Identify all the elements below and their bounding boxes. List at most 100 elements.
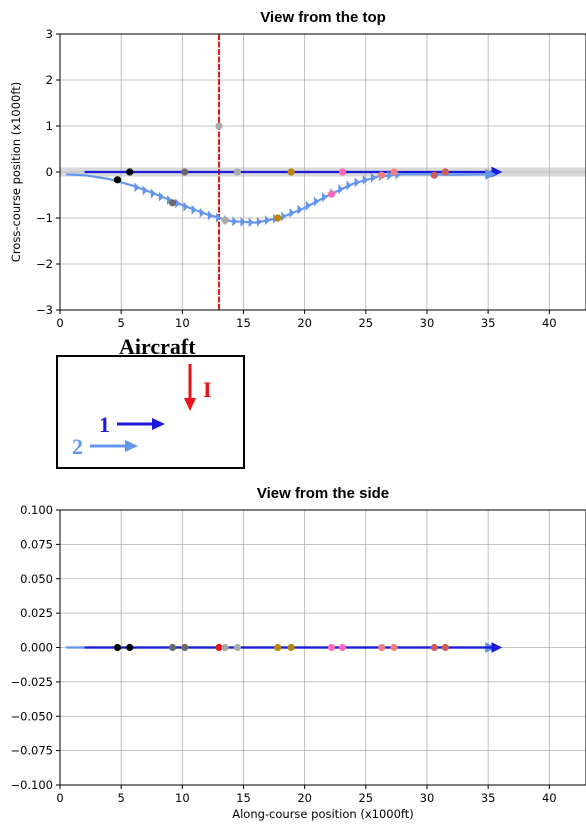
top-x-tick-label: 30 bbox=[420, 316, 435, 330]
top-series-2-chevron bbox=[264, 215, 270, 226]
top-series-2-chevron bbox=[232, 216, 238, 227]
side-marker bbox=[233, 643, 241, 652]
legend-arrowhead-I-icon bbox=[184, 398, 196, 411]
top-series-2-chevron bbox=[281, 211, 287, 222]
side-x-tick-label: 15 bbox=[236, 791, 251, 805]
top-series-2-chevron bbox=[313, 196, 319, 207]
top-series-2-chevron bbox=[199, 207, 205, 218]
top-series-2-chevron bbox=[142, 185, 148, 196]
side-y-tick-label: 0.000 bbox=[20, 641, 53, 655]
top-series-2-chevron bbox=[256, 216, 262, 227]
top-series-2-chevron bbox=[338, 184, 344, 195]
top-marker bbox=[113, 176, 122, 184]
side-y-tick-label: −0.050 bbox=[10, 709, 53, 723]
top-marker bbox=[274, 214, 282, 222]
top-series-2-chevron bbox=[134, 182, 140, 193]
top-y-tick-label: 1 bbox=[46, 119, 53, 133]
top-y-tick-label: −2 bbox=[36, 257, 53, 271]
side-y-tick-label: 0.075 bbox=[20, 537, 53, 551]
top-marker bbox=[441, 168, 449, 176]
top-marker bbox=[181, 168, 189, 176]
side-marker bbox=[338, 643, 347, 652]
top-series-2-chevron bbox=[354, 177, 360, 188]
side-y-tick-label: −0.075 bbox=[10, 744, 53, 758]
top-marker bbox=[390, 168, 398, 176]
legend-label-I: I bbox=[203, 377, 212, 402]
side-x-tick-label: 10 bbox=[175, 791, 190, 805]
legend-entry-I: I bbox=[184, 364, 212, 411]
side-x-tick-label: 0 bbox=[56, 791, 63, 805]
top-series-2-chevron bbox=[370, 172, 376, 183]
side-marker bbox=[441, 643, 449, 652]
top-y-axis-label: Cross-course position (x1000ft) bbox=[9, 82, 23, 262]
top-marker bbox=[126, 168, 134, 176]
top-series-2-chevron bbox=[387, 170, 393, 181]
top-marker bbox=[378, 171, 386, 179]
side-x-axis-label: Along-course position (x1000ft) bbox=[232, 807, 414, 821]
top-x-tick-label: 15 bbox=[236, 316, 251, 330]
top-x-tick-label: 25 bbox=[358, 316, 373, 330]
legend-title: Aircraft bbox=[119, 334, 196, 359]
side-y-tick-label: 0.100 bbox=[20, 503, 53, 517]
side-marker bbox=[390, 643, 398, 652]
top-x-tick-label: 40 bbox=[542, 316, 557, 330]
top-series-2-chevron bbox=[158, 191, 164, 202]
top-series-2-chevron bbox=[167, 195, 173, 206]
side-marker bbox=[221, 643, 229, 652]
side-marker bbox=[287, 643, 295, 652]
top-marker bbox=[233, 168, 241, 176]
top-marker bbox=[287, 168, 295, 176]
top-series-2-chevron bbox=[248, 217, 254, 228]
side-marker bbox=[378, 643, 386, 652]
legend-entry-2: 2 bbox=[72, 434, 138, 459]
top-y-tick-label: 2 bbox=[46, 73, 53, 87]
top-y-tick-label: −1 bbox=[36, 211, 53, 225]
top-x-tick-label: 5 bbox=[117, 316, 124, 330]
legend-entry-1: 1 bbox=[99, 412, 165, 437]
side-chart-title: View from the side bbox=[257, 485, 389, 502]
side-y-tick-label: −0.100 bbox=[10, 778, 53, 792]
top-series-2-chevron bbox=[191, 204, 197, 215]
top-marker bbox=[215, 122, 223, 130]
top-series-2-chevron bbox=[322, 192, 328, 203]
aircraft-legend: Aircraft I 1 2 bbox=[56, 334, 245, 469]
side-plot-frame bbox=[59, 509, 586, 786]
legend-box bbox=[56, 355, 245, 469]
top-x-tick-label: 0 bbox=[56, 316, 63, 330]
top-series-2-chevron bbox=[216, 212, 222, 223]
side-y-tick-label: 0.025 bbox=[20, 606, 53, 620]
top-series-2-chevron bbox=[346, 180, 352, 191]
side-marker bbox=[181, 643, 189, 652]
legend-label-2: 2 bbox=[72, 434, 83, 459]
top-series-2-chevron bbox=[362, 175, 368, 186]
top-y-tick-label: −3 bbox=[36, 303, 53, 317]
top-view-chart: View from the top 0 5 10 15 20 25 30 35 40 −3 −2 −1 0… bbox=[9, 9, 586, 330]
side-marker bbox=[215, 643, 223, 652]
top-series-2-chevron bbox=[305, 200, 311, 211]
legend-label-1: 1 bbox=[99, 412, 110, 437]
side-y-tick-label: 0.050 bbox=[20, 572, 53, 586]
side-marker bbox=[430, 643, 438, 652]
top-series-2-chevron bbox=[183, 201, 189, 212]
top-marker bbox=[327, 190, 336, 198]
top-marker bbox=[221, 216, 229, 224]
top-marker bbox=[430, 171, 438, 179]
legend-arrowhead-1-icon bbox=[152, 418, 165, 430]
top-series-2-chevron bbox=[207, 210, 213, 221]
top-series-2-chevron bbox=[297, 204, 303, 215]
top-marker bbox=[168, 199, 177, 207]
side-y-tick-label: −0.025 bbox=[10, 675, 53, 689]
side-x-tick-label: 40 bbox=[542, 791, 557, 805]
top-x-tick-label: 20 bbox=[297, 316, 312, 330]
side-marker bbox=[113, 643, 122, 652]
side-marker bbox=[274, 643, 282, 652]
legend-arrowhead-2-icon bbox=[125, 440, 138, 452]
top-marker bbox=[338, 168, 347, 176]
side-marker bbox=[168, 643, 177, 652]
side-marker bbox=[126, 643, 134, 652]
top-chart-title: View from the top bbox=[260, 9, 386, 26]
side-view-chart: View from the side 0 5 10 15 20 25 30 35 40 −0.100… bbox=[10, 485, 586, 821]
top-x-tick-label: 35 bbox=[481, 316, 496, 330]
top-plot-frame bbox=[59, 33, 586, 311]
